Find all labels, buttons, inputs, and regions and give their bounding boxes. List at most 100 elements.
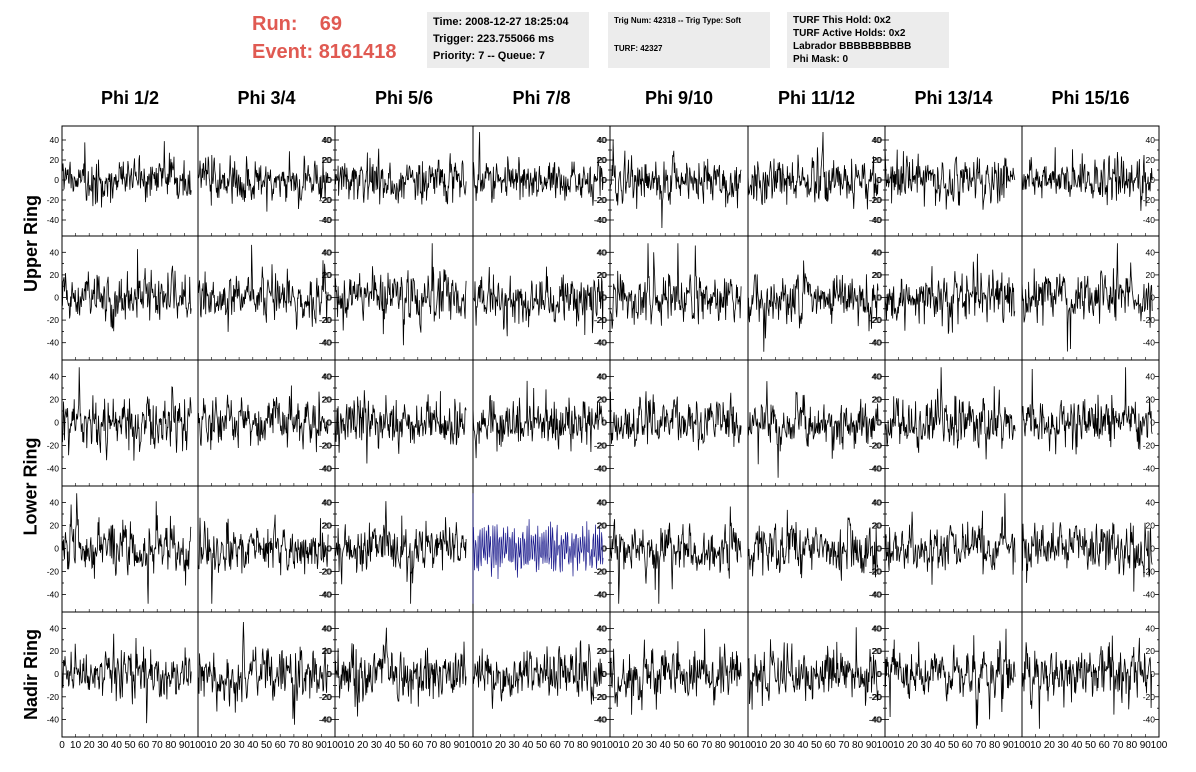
trig-num-info-box: Trig Num: 42318 -- Trig Type: Soft TURF:… — [608, 12, 770, 68]
y-tick-label: 40 — [873, 498, 883, 508]
waveform — [61, 493, 192, 604]
y-tick-label: -40 — [319, 464, 332, 474]
x-tick-label: 100 — [740, 740, 757, 751]
y-tick-label: -20 — [319, 441, 332, 451]
x-tick-label: 70 — [152, 740, 164, 751]
y-tick-label: 40 — [873, 623, 883, 633]
y-tick-label: -20 — [869, 195, 882, 205]
waveform — [1021, 243, 1153, 352]
waveform — [334, 501, 467, 604]
y-tick-label: 40 — [597, 623, 607, 633]
y-tick-label: 0 — [601, 544, 606, 554]
y-tick-label: 40 — [1146, 623, 1156, 633]
y-tick-label: -20 — [47, 692, 60, 702]
y-tick-label: 40 — [323, 623, 333, 633]
waveform — [61, 141, 192, 208]
waveform — [1021, 522, 1153, 592]
column-title-6: Phi 11/12 — [777, 88, 856, 108]
y-tick-label: -40 — [47, 215, 60, 225]
x-tick-label: 30 — [784, 740, 796, 751]
x-tick-label: 60 — [687, 740, 699, 751]
column-title-1: Phi 1/2 — [100, 88, 160, 108]
y-tick-label: 20 — [323, 155, 333, 165]
x-tick-label: 80 — [165, 740, 177, 751]
y-tick-label: 20 — [1146, 646, 1156, 656]
run-label: Run: — [252, 13, 298, 35]
y-tick-label: -20 — [320, 692, 333, 702]
waveform — [747, 260, 879, 352]
y-tick-label: -20 — [319, 692, 332, 702]
x-tick-label: 40 — [934, 740, 946, 751]
y-tick-label: 40 — [1146, 247, 1156, 257]
x-tick-label: 80 — [715, 740, 727, 751]
waveform — [884, 253, 1016, 334]
x-tick-label: 30 — [921, 740, 933, 751]
panel-r5-c1: -40 -20 0 20 40 — [47, 611, 199, 738]
y-tick-label: -20 — [594, 441, 607, 451]
y-tick-label: -40 — [595, 464, 608, 474]
x-tick-label: 20 — [357, 740, 369, 751]
y-tick-label: 20 — [322, 521, 332, 531]
y-tick-label: -20 — [47, 567, 60, 577]
y-tick-label: -20 — [1143, 692, 1156, 702]
x-tick-label: 20 — [770, 740, 782, 751]
panel-r4-c7: -40 -20 0 20 40 — [870, 485, 1023, 613]
x-tick-label: 80 — [440, 740, 452, 751]
y-tick-label: -20 — [869, 441, 882, 451]
y-tick-label: 40 — [597, 498, 607, 508]
x-tick-label: 50 — [261, 740, 273, 751]
y-tick-label: 20 — [50, 155, 60, 165]
y-tick-label: -40 — [319, 215, 332, 225]
y-tick-label: 40 — [50, 372, 60, 382]
x-tick-label: 40 — [247, 740, 259, 751]
y-tick-label: 0 — [601, 175, 606, 185]
y-tick-label: 0 — [602, 175, 607, 185]
x-tick-label: 40 — [660, 740, 672, 751]
x-tick-label: 70 — [975, 740, 987, 751]
x-tick-label: 100 — [602, 740, 619, 751]
y-tick-label: -40 — [47, 338, 60, 348]
y-tick-label: 20 — [597, 270, 607, 280]
y-tick-label: -40 — [319, 715, 332, 725]
y-tick-label: -20 — [320, 195, 333, 205]
y-tick-label: 0 — [877, 175, 882, 185]
x-tick-label: 50 — [536, 740, 548, 751]
y-tick-label: 20 — [1146, 395, 1156, 405]
x-tick-label: 50 — [124, 740, 136, 751]
y-tick-label: -20 — [594, 315, 607, 325]
waveform — [609, 391, 742, 451]
panel-r1-c8: -40 -20 0 20 40 — [1021, 125, 1160, 237]
info-trig-num: Trig Num: 42318 -- Trig Type: Soft — [614, 16, 741, 25]
y-tick-label: -40 — [870, 715, 883, 725]
y-tick-label: 0 — [54, 418, 59, 428]
y-tick-label: 0 — [327, 669, 332, 679]
y-tick-label: -40 — [320, 464, 333, 474]
y-tick-label: -20 — [320, 567, 333, 577]
panel-r4-c2: -40 -20 0 20 40 — [197, 485, 336, 613]
y-tick-label: -40 — [869, 215, 882, 225]
y-tick-label: 20 — [50, 521, 60, 531]
y-tick-label: 40 — [322, 247, 332, 257]
x-tick-label: 70 — [1112, 740, 1124, 751]
waveform — [609, 140, 742, 229]
y-tick-label: 0 — [877, 293, 882, 303]
waveform — [472, 380, 604, 459]
y-tick-label: -40 — [320, 715, 333, 725]
y-tick-label: 0 — [602, 418, 607, 428]
panel-r2-c4: -40 -20 0 20 40 — [472, 235, 611, 361]
panel-r2-c3: -40 -20 0 20 40 — [320, 235, 474, 361]
column-title-3: Phi 5/6 — [374, 88, 434, 108]
x-tick-label: 20 — [907, 740, 919, 751]
y-tick-label: -40 — [1143, 338, 1156, 348]
waveform — [747, 131, 879, 210]
waveform — [473, 640, 604, 709]
y-tick-label: 20 — [872, 646, 882, 656]
x-tick-label: 90 — [1003, 740, 1015, 751]
y-tick-label: 0 — [1150, 544, 1155, 554]
y-tick-label: 40 — [322, 372, 332, 382]
info-priority: Priority: 7 -- Queue: 7 — [433, 50, 545, 62]
column-title-8: Phi 15/16 — [1051, 88, 1130, 108]
y-tick-label: 0 — [877, 669, 882, 679]
waveform — [884, 367, 1016, 460]
y-tick-label: 40 — [50, 135, 60, 145]
